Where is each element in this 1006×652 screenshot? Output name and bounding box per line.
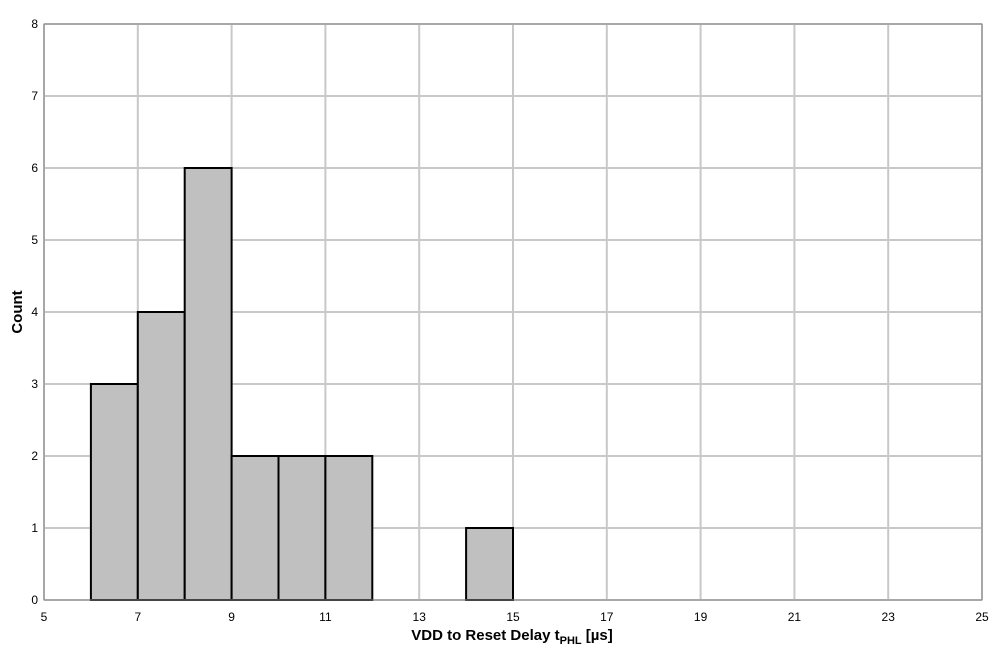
x-tick-label: 25: [975, 610, 989, 624]
bar: [230, 455, 280, 601]
bar: [136, 311, 186, 601]
x-tick-label: 17: [600, 610, 614, 624]
y-tick-label: 8: [31, 17, 38, 31]
y-tick-label: 3: [31, 377, 38, 391]
y-tick-label: 0: [31, 593, 38, 607]
x-axis-label: VDD to Reset Delay tPHL [µs]: [411, 627, 613, 647]
x-tick-label: 13: [413, 610, 427, 624]
x-label-unit: [µs]: [582, 627, 613, 644]
bar: [89, 383, 139, 601]
x-label-text: VDD to Reset Delay t: [411, 627, 559, 644]
x-tick-label: 5: [41, 610, 48, 624]
y-tick-label: 4: [31, 305, 38, 319]
y-tick-label: 5: [31, 233, 38, 247]
x-tick-label: 21: [788, 610, 802, 624]
y-tick-label: 2: [31, 449, 38, 463]
bar: [324, 455, 374, 601]
plot-frame: [43, 23, 983, 601]
y-tick-label: 1: [31, 521, 38, 535]
x-tick-label: 11: [319, 610, 332, 624]
y-tick-label: 7: [31, 89, 38, 103]
y-tick-label: 6: [31, 161, 38, 175]
x-label-subscript: PHL: [560, 635, 582, 647]
bar: [183, 167, 233, 601]
bar: [277, 455, 327, 601]
x-tick-label: 19: [694, 610, 708, 624]
x-tick-label: 9: [228, 610, 235, 624]
x-tick-label: 23: [882, 610, 896, 624]
x-tick-label: 15: [506, 610, 520, 624]
bar: [465, 527, 515, 601]
y-axis-label: Count: [9, 290, 26, 333]
x-tick-label: 7: [134, 610, 141, 624]
